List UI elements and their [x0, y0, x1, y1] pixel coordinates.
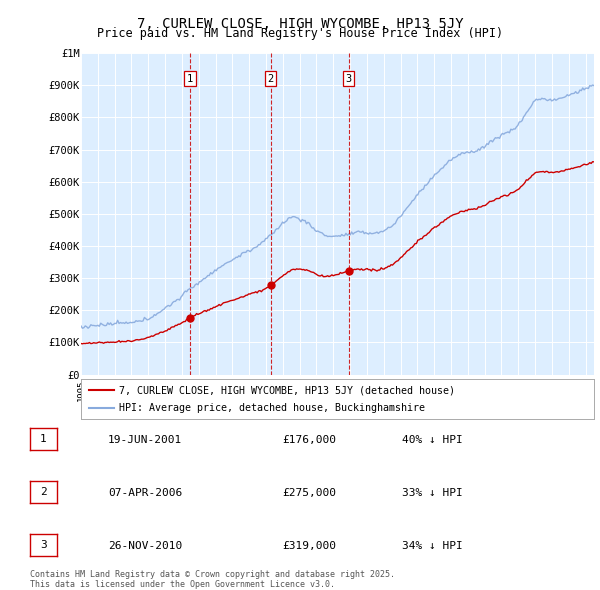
Text: 40% ↓ HPI: 40% ↓ HPI	[402, 435, 463, 444]
Text: 07-APR-2006: 07-APR-2006	[108, 488, 182, 497]
Text: 7, CURLEW CLOSE, HIGH WYCOMBE, HP13 5JY: 7, CURLEW CLOSE, HIGH WYCOMBE, HP13 5JY	[137, 17, 463, 31]
Text: 3: 3	[346, 74, 352, 84]
Text: 1: 1	[187, 74, 193, 84]
Text: 1: 1	[40, 434, 47, 444]
Text: 7, CURLEW CLOSE, HIGH WYCOMBE, HP13 5JY (detached house): 7, CURLEW CLOSE, HIGH WYCOMBE, HP13 5JY …	[119, 385, 455, 395]
Text: Price paid vs. HM Land Registry's House Price Index (HPI): Price paid vs. HM Land Registry's House …	[97, 27, 503, 40]
Text: 26-NOV-2010: 26-NOV-2010	[108, 541, 182, 550]
Text: Contains HM Land Registry data © Crown copyright and database right 2025.
This d: Contains HM Land Registry data © Crown c…	[30, 570, 395, 589]
Text: £176,000: £176,000	[282, 435, 336, 444]
Text: £275,000: £275,000	[282, 488, 336, 497]
Text: £319,000: £319,000	[282, 541, 336, 550]
Text: 19-JUN-2001: 19-JUN-2001	[108, 435, 182, 444]
Text: 33% ↓ HPI: 33% ↓ HPI	[402, 488, 463, 497]
Text: 2: 2	[268, 74, 274, 84]
Text: 3: 3	[40, 540, 47, 550]
Text: 2: 2	[40, 487, 47, 497]
Text: 34% ↓ HPI: 34% ↓ HPI	[402, 541, 463, 550]
Text: HPI: Average price, detached house, Buckinghamshire: HPI: Average price, detached house, Buck…	[119, 402, 425, 412]
